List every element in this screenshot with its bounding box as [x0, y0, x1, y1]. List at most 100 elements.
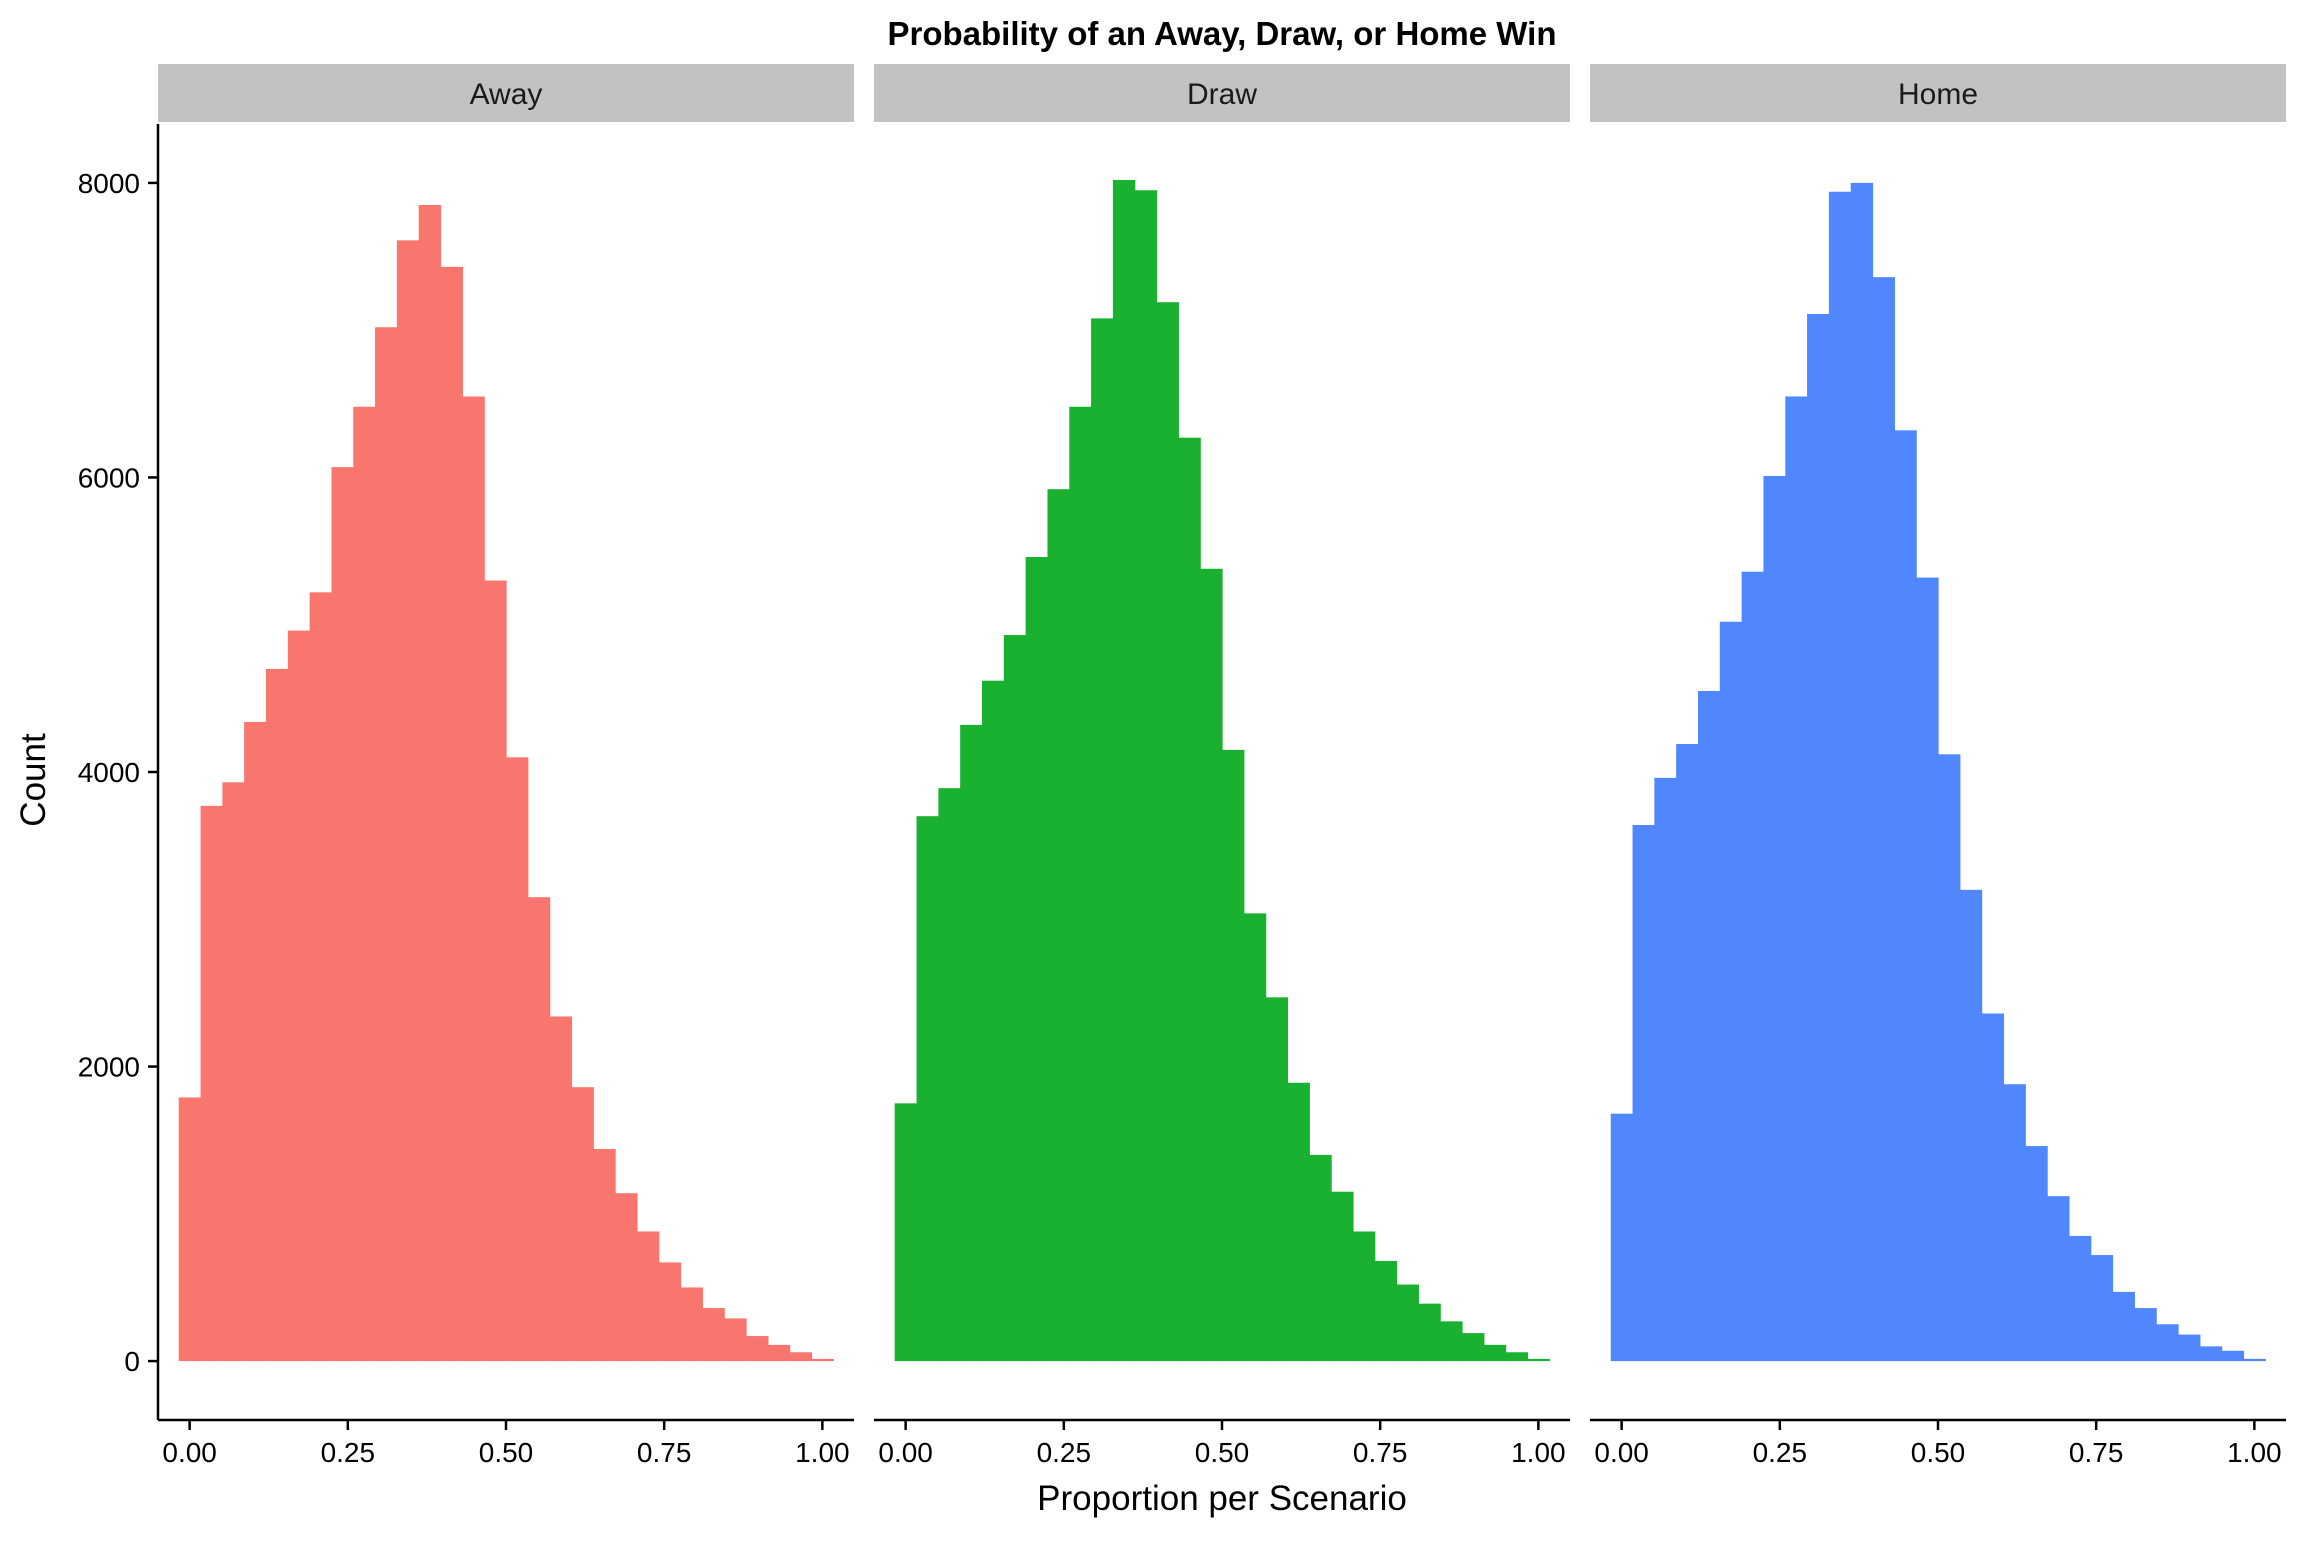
x-tick-label: 0.75 — [2069, 1437, 2124, 1468]
histogram-bar — [1916, 577, 1939, 1362]
x-axis-title: Proportion per Scenario — [1037, 1479, 1407, 1518]
y-axis: 0 2000 4000 6000 8000 — [78, 124, 160, 1420]
histogram-bar — [1440, 1321, 1463, 1362]
x-tick-label: 0.00 — [1594, 1437, 1649, 1468]
histogram-bar — [1352, 1231, 1376, 1362]
histogram-bar — [1091, 318, 1114, 1362]
histogram-bar — [1287, 1082, 1310, 1362]
histogram-bar — [1112, 179, 1136, 1362]
histogram-bar — [1309, 1154, 1332, 1362]
histogram-bar — [505, 757, 529, 1362]
facet-strip-away — [158, 64, 854, 122]
x-tick-label: 0.25 — [1753, 1437, 1808, 1468]
histogram-bar — [789, 1352, 813, 1362]
histogram-bar — [549, 1016, 573, 1362]
histogram-bar — [353, 406, 376, 1362]
histogram-bar — [396, 240, 420, 1362]
histogram-bar — [2199, 1346, 2223, 1362]
histogram-bar — [331, 467, 354, 1362]
histogram-bar — [1200, 568, 1223, 1362]
histogram-bar — [1785, 396, 1808, 1362]
x-tick-label: 0.50 — [1195, 1437, 1250, 1468]
histogram-bar — [1676, 744, 1699, 1362]
facet-strip-label: Away — [470, 78, 543, 111]
histogram-bar — [1025, 556, 1049, 1362]
histogram-bar — [746, 1336, 769, 1362]
histogram-bar — [724, 1318, 747, 1362]
histogram-bar — [2025, 1146, 2048, 1362]
x-tick-label: 0.75 — [637, 1437, 692, 1468]
histogram-bar — [1697, 691, 1721, 1362]
histogram-bar — [1981, 1013, 2005, 1362]
histogram-bar — [680, 1287, 703, 1362]
x-tick-label: 0.50 — [1911, 1437, 1966, 1468]
histogram-bar — [1719, 621, 1743, 1362]
y-tick-label: 2000 — [78, 1052, 140, 1083]
histogram-bar — [981, 680, 1005, 1362]
histogram-bar — [440, 266, 463, 1362]
chart-title: Probability of an Away, Draw, or Home Wi… — [888, 15, 1557, 52]
histogram-bar — [265, 668, 289, 1362]
histogram-bar — [1763, 475, 1786, 1362]
histogram-bar — [658, 1262, 682, 1362]
facet-panel-draw: Draw 0.00 0.25 0.50 0.75 1.00 — [874, 64, 1570, 1468]
histogram-bar — [484, 580, 507, 1362]
histogram-bar — [178, 1097, 202, 1362]
histogram-bar — [527, 897, 551, 1362]
facet-strip-draw — [874, 64, 1570, 122]
histogram-bar — [702, 1308, 725, 1362]
histogram-bar — [2068, 1235, 2092, 1362]
histogram-bar — [1243, 913, 1267, 1362]
x-tick-label: 0.25 — [1037, 1437, 1092, 1468]
histogram-bar — [1937, 754, 1961, 1362]
histogram-bar — [2243, 1358, 2266, 1362]
histogram-bar — [811, 1358, 834, 1362]
y-tick-label: 4000 — [78, 757, 140, 788]
histogram-bar — [1527, 1358, 1550, 1362]
histogram-bar — [375, 327, 398, 1362]
facet-panels: Away 0.00 0.25 0.50 0.75 1.00 Draw 0.00 0.25 0.50… — [158, 64, 2286, 1468]
histogram-bar — [2156, 1324, 2179, 1362]
histogram-bar — [1872, 277, 1895, 1362]
histogram-bar — [1418, 1303, 1441, 1362]
histogram-bar — [1959, 889, 1983, 1362]
histogram-bar — [1894, 430, 1917, 1362]
histogram-bar — [1134, 190, 1158, 1362]
y-tick-label: 0 — [124, 1346, 140, 1377]
facet-panel-away: Away 0.00 0.25 0.50 0.75 1.00 — [158, 64, 854, 1468]
facet-strip-label: Draw — [1187, 78, 1257, 111]
histogram-bar — [1221, 749, 1245, 1362]
histogram-bar — [1483, 1344, 1507, 1362]
histogram-bar — [1505, 1352, 1529, 1362]
facet-strip-label: Home — [1898, 78, 1978, 111]
histogram-bar — [1462, 1333, 1485, 1362]
histogram-bar — [200, 805, 223, 1362]
histogram-bar — [418, 205, 442, 1362]
histogram-bar — [636, 1231, 660, 1362]
histogram-bar — [1850, 182, 1874, 1362]
histogram-bar — [767, 1344, 791, 1362]
histogram-bar — [1828, 191, 1852, 1362]
histogram-bar — [287, 630, 311, 1362]
histogram-bar — [222, 782, 245, 1362]
histogram-bar — [1374, 1260, 1398, 1362]
histogram-bar — [1265, 997, 1289, 1362]
histogram-bar — [462, 396, 485, 1362]
histogram-bar — [593, 1149, 616, 1362]
histogram-bar — [1807, 313, 1830, 1362]
facet-strip-home — [1590, 64, 2286, 122]
x-tick-label: 0.75 — [1353, 1437, 1408, 1468]
histogram-bar — [1069, 406, 1092, 1362]
histogram-bar — [2047, 1196, 2070, 1362]
histogram-bar — [2221, 1350, 2245, 1362]
histogram-bar — [1156, 302, 1179, 1362]
histogram-bar — [2178, 1334, 2201, 1362]
facet-panel-home: Home 0.00 0.25 0.50 0.75 1.00 — [1590, 64, 2286, 1468]
x-tick-label: 0.00 — [162, 1437, 217, 1468]
histogram-bar — [960, 724, 983, 1362]
histogram-bar — [1047, 489, 1070, 1362]
histogram-bar — [1178, 437, 1201, 1362]
histogram-bar — [894, 1103, 918, 1362]
